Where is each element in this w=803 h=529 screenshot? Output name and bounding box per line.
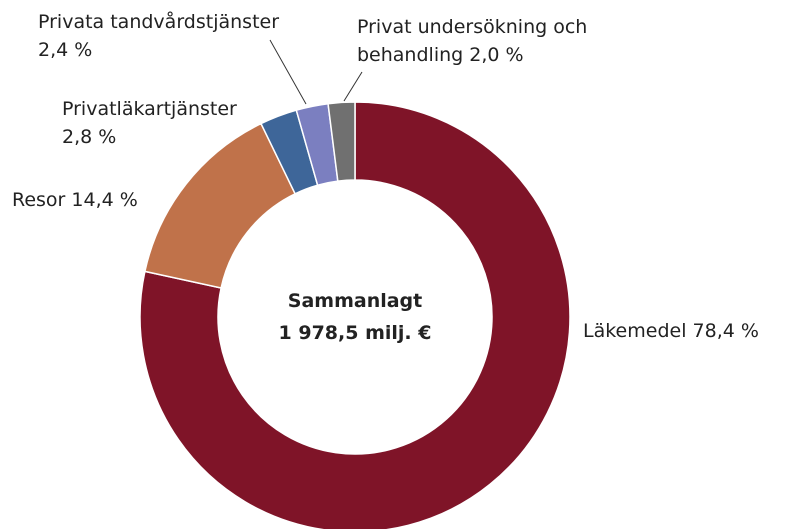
slice-label: Privata tandvårdstjänster 2,4 %	[38, 8, 279, 64]
leader-line	[269, 39, 307, 105]
slice-label: Resor 14,4 %	[12, 186, 138, 214]
donut-segment	[327, 101, 356, 182]
value-label: 78,4 %	[692, 320, 759, 342]
category-label: Privatläkartjänster	[62, 98, 237, 120]
category-label: Läkemedel	[583, 320, 687, 342]
slice-label: Privatläkartjänster 2,8 %	[62, 95, 237, 151]
value-label: 14,4 %	[71, 189, 138, 211]
slice-label: Privat undersökning och behandling 2,0 %	[357, 13, 607, 69]
center-label: 1 978,5 milj. €	[278, 322, 432, 344]
category-label: Privata tandvårdstjänster	[38, 11, 280, 33]
leader-line	[343, 71, 363, 102]
donut-segment	[139, 101, 571, 529]
value-label: 2,8 %	[62, 126, 117, 148]
value-label: 2,0 %	[469, 44, 524, 66]
center-label: Sammanlagt	[287, 290, 423, 312]
category-label: Resor	[12, 189, 66, 211]
slice-label: Läkemedel 78,4 %	[583, 317, 759, 345]
value-label: 2,4 %	[38, 39, 93, 61]
category-label: Privat undersökning och behandling	[357, 16, 588, 66]
